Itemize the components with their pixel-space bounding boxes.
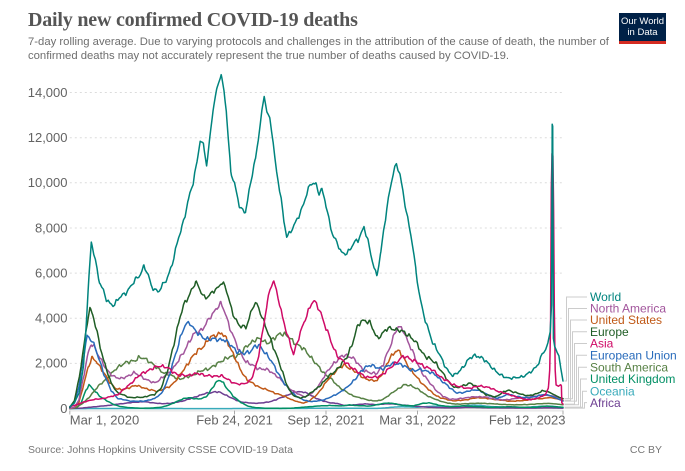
svg-text:Sep 12, 2021: Sep 12, 2021: [287, 413, 364, 428]
svg-text:12,000: 12,000: [28, 130, 68, 145]
svg-text:Mar 1, 2020: Mar 1, 2020: [70, 413, 139, 428]
svg-text:Feb 12, 2023: Feb 12, 2023: [489, 413, 566, 428]
svg-text:Mar 31, 2022: Mar 31, 2022: [379, 413, 456, 428]
svg-text:4,000: 4,000: [35, 311, 68, 326]
svg-text:United States: United States: [590, 313, 662, 327]
svg-text:Africa: Africa: [590, 396, 621, 410]
svg-text:2,000: 2,000: [35, 356, 68, 371]
svg-text:South America: South America: [590, 361, 668, 375]
svg-text:14,000: 14,000: [28, 85, 68, 100]
svg-text:United Kingdom: United Kingdom: [590, 372, 675, 386]
svg-text:8,000: 8,000: [35, 220, 68, 235]
svg-text:0: 0: [60, 401, 67, 416]
svg-text:10,000: 10,000: [28, 175, 68, 190]
svg-text:6,000: 6,000: [35, 265, 68, 280]
svg-text:Feb 24, 2021: Feb 24, 2021: [196, 413, 273, 428]
svg-text:World: World: [590, 290, 621, 304]
svg-text:North America: North America: [590, 302, 666, 316]
svg-text:Asia: Asia: [590, 337, 614, 351]
svg-text:Oceania: Oceania: [590, 385, 635, 399]
svg-text:European Union: European Union: [590, 348, 677, 362]
svg-text:Europe: Europe: [590, 325, 629, 339]
